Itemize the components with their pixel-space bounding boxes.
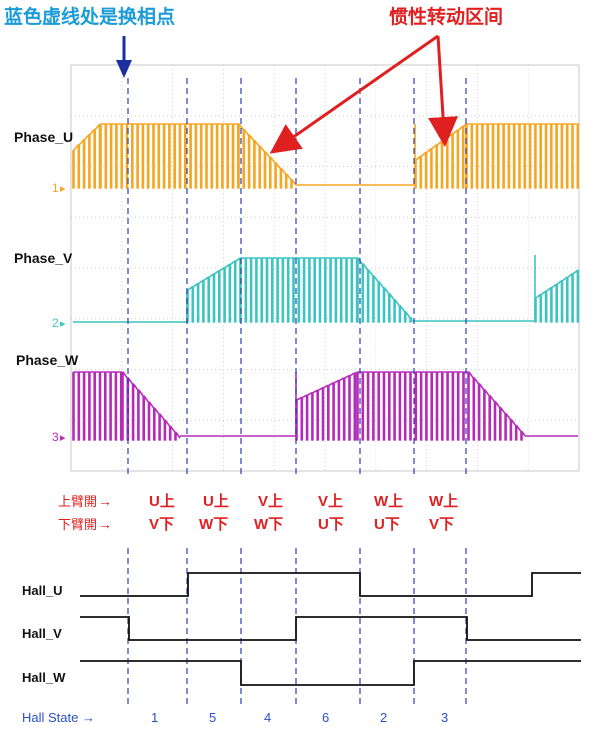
lower-arm-cell: V下 (149, 516, 174, 533)
hall-signals (80, 572, 581, 686)
hall-state-value: 2 (380, 710, 387, 725)
lower-arm-arrow: → (98, 516, 112, 532)
hall-w-signal (80, 660, 581, 686)
lower-arm-cell: W下 (254, 516, 283, 533)
channel-3-arrow-icon: ▸ (60, 432, 66, 444)
channel-2-arrow-icon: ▸ (60, 318, 66, 330)
hall-v-label: Hall_V (22, 626, 62, 641)
hall-state-value: 4 (264, 710, 271, 725)
upper-arm-cell: W上 (374, 493, 403, 510)
hall-u-signal (80, 572, 581, 597)
phase-w-label: Phase_W (16, 352, 79, 368)
blue-down-arrow-icon (116, 36, 132, 78)
upper-arm-cell: U上 (149, 493, 175, 510)
phase-v-label: Phase_V (14, 250, 73, 266)
inertia-note: 惯性转动区间 (389, 5, 503, 28)
scope-grid (71, 65, 579, 471)
lower-arm-cell: V下 (429, 516, 454, 533)
waveforms (72, 123, 580, 441)
phase-u-waveform (72, 123, 580, 189)
hall-state-value: 3 (441, 710, 448, 725)
upper-arm-cell: U上 (203, 493, 229, 510)
upper-arm-cell: V上 (318, 493, 343, 510)
channel-3-marker: 3 (52, 430, 59, 444)
hall-state-value: 5 (209, 710, 216, 725)
hall-state-value: 1 (151, 710, 158, 725)
upper-arm-cell: V上 (258, 493, 283, 510)
lower-arm-label: 下臂開 (58, 517, 97, 532)
commutation-note: 蓝色虚线处是换相点 (4, 5, 175, 28)
upper-arm-cell: W上 (429, 493, 458, 510)
phase-v-waveform (73, 257, 580, 323)
lower-arm-cell: W下 (199, 516, 228, 533)
channel-1-marker: 1 (52, 181, 59, 195)
hall-state-label: Hall State → (22, 710, 95, 725)
hall-u-label: Hall_U (22, 583, 62, 598)
phase-u-label: Phase_U (14, 129, 73, 145)
hall-v-signal (80, 616, 581, 641)
upper-arm-arrow: → (98, 493, 112, 509)
hall-w-label: Hall_W (22, 670, 66, 685)
phase-w-waveform (72, 371, 578, 441)
channel-1-arrow-icon: ▸ (60, 183, 66, 195)
channel-2-marker: 2 (52, 316, 59, 330)
red-arrow-icon (269, 34, 459, 154)
upper-arm-label: 上臂開 (58, 494, 97, 509)
hall-state-value: 6 (322, 710, 329, 725)
lower-arm-cell: U下 (318, 516, 344, 533)
lower-arm-cell: U下 (374, 516, 400, 533)
